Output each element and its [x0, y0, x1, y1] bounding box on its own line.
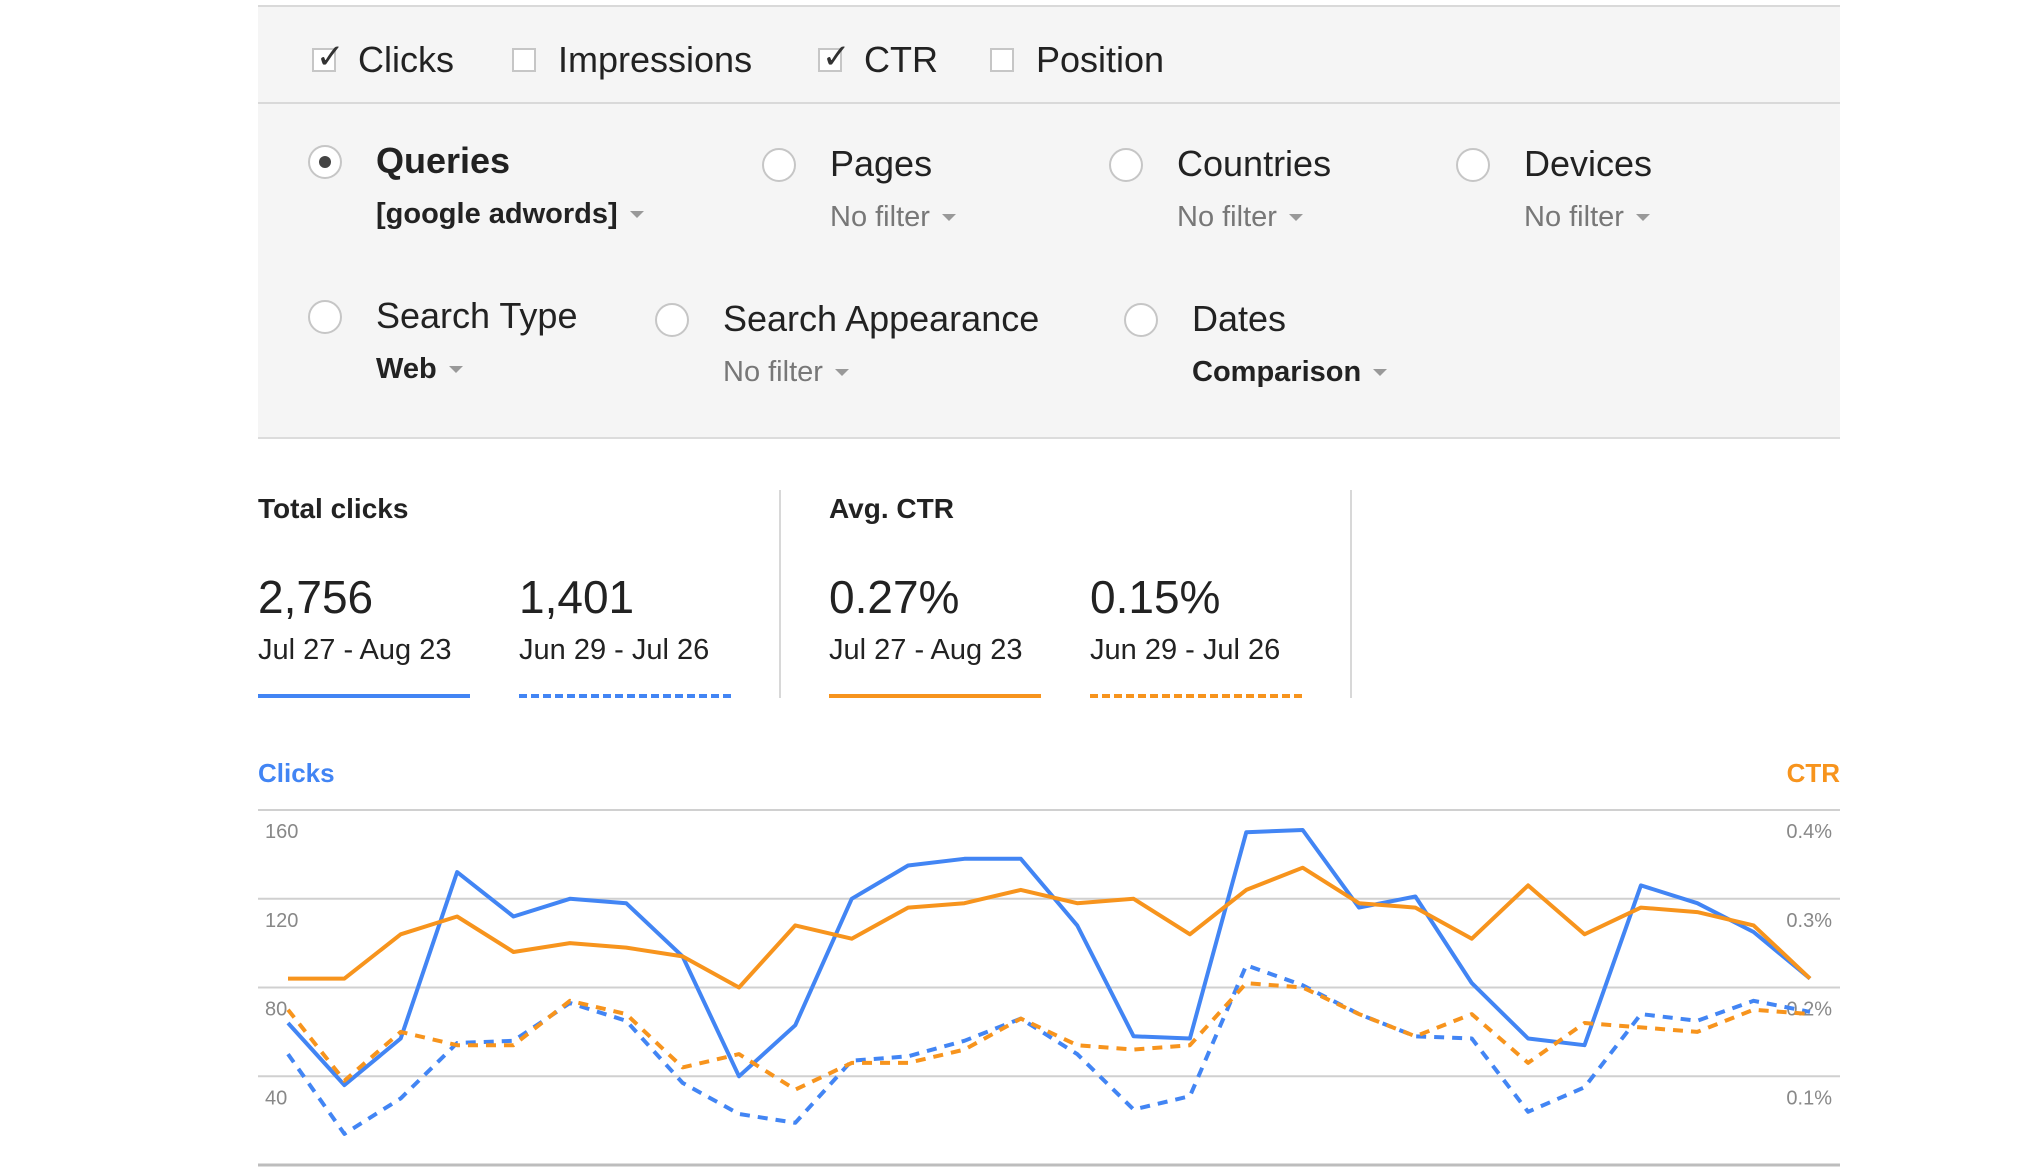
left-tick-label: 160 — [265, 821, 298, 843]
dimension-filter-dropdown[interactable]: No filter — [830, 201, 956, 234]
stat-date-range: Jun 29 - Jul 26 — [1090, 634, 1281, 666]
series-legend-dashed-orange — [1090, 694, 1302, 698]
filter-value: [google adwords] — [376, 198, 618, 230]
stat-date-range: Jun 29 - Jul 26 — [519, 634, 710, 666]
metric-ctr-checkbox[interactable]: ✓ CTR — [818, 35, 938, 85]
ctr-current-stat[interactable]: 0.27% Jul 27 - Aug 23 — [829, 571, 1041, 698]
radio-button[interactable] — [1109, 148, 1143, 182]
dimension-title: Dates — [1192, 298, 1287, 339]
series-line-clicks-jul-27-aug-23 — [286, 828, 1812, 1088]
radio-button[interactable] — [762, 148, 796, 182]
series-legend-solid-blue — [258, 694, 470, 698]
dimension-title: Queries — [376, 140, 511, 181]
caret-down-icon — [1288, 214, 1303, 221]
radio-button[interactable] — [308, 145, 342, 179]
left-tick-label: 40 — [265, 1087, 287, 1109]
series-legend-dashed-blue — [519, 694, 731, 698]
radio-button[interactable] — [1124, 303, 1158, 337]
right-tick-label: 0.3% — [1786, 910, 1832, 932]
right-axis-label: CTR — [1786, 758, 1840, 788]
radio-button[interactable] — [1456, 148, 1490, 182]
left-axis-label: Clicks — [258, 758, 335, 788]
filter-panel: ✓ Clicks Impressions ✓ CTR Position Quer… — [258, 5, 1840, 439]
filter-value: Web — [376, 353, 437, 385]
summary-divider — [779, 490, 781, 698]
caret-down-icon — [1635, 214, 1650, 221]
metric-label: CTR — [864, 39, 938, 80]
caret-down-icon — [448, 366, 463, 373]
metric-label: Clicks — [358, 39, 454, 80]
filter-value: Comparison — [1192, 356, 1362, 388]
series-line-ctr-jun-29-jul-26 — [286, 981, 1811, 1092]
metric-label: Position — [1036, 39, 1165, 80]
dimension-filter-dropdown[interactable]: No filter — [1524, 201, 1650, 234]
dimension-filter-dropdown[interactable]: [google adwords] — [376, 198, 644, 231]
dimension-filter-dropdown[interactable]: No filter — [1177, 201, 1303, 234]
avg-ctr-title: Avg. CTR — [829, 493, 954, 524]
filter-value: No filter — [1524, 201, 1624, 233]
caret-down-icon — [941, 214, 956, 221]
checkbox[interactable]: ✓ — [312, 40, 345, 74]
stat-value: 0.15% — [1090, 571, 1221, 623]
filter-value: No filter — [830, 201, 930, 233]
caret-down-icon — [629, 211, 644, 218]
dimension-title: Devices — [1524, 143, 1653, 184]
right-tick-label: 0.1% — [1786, 1087, 1832, 1109]
stat-value: 1,401 — [519, 571, 635, 623]
filter-value: No filter — [1177, 201, 1277, 233]
dimension-filter-dropdown[interactable]: Comparison — [1192, 356, 1388, 389]
radio-button[interactable] — [655, 303, 689, 337]
dimension-title: Search Appearance — [723, 298, 1040, 339]
dimension-title: Pages — [830, 143, 933, 184]
radio-selected-dot — [319, 156, 331, 168]
left-tick-label: 80 — [265, 999, 287, 1021]
stat-date-range: Jul 27 - Aug 23 — [258, 634, 452, 666]
dimension-filter-dropdown[interactable]: Web — [376, 353, 463, 386]
dimension-title: Search Type — [376, 295, 578, 336]
checkbox[interactable] — [990, 48, 1014, 72]
series-line-clicks-jun-29-jul-26 — [286, 963, 1811, 1136]
checkmark-icon: ✓ — [316, 37, 345, 77]
clicks-previous-stat[interactable]: 1,401 Jun 29 - Jul 26 — [519, 571, 731, 698]
checkbox[interactable]: ✓ — [818, 40, 851, 74]
stat-date-range: Jul 27 - Aug 23 — [829, 634, 1023, 666]
caret-down-icon — [834, 369, 849, 376]
stat-value: 0.27% — [829, 571, 960, 623]
dimension-filter-dropdown[interactable]: No filter — [723, 356, 849, 389]
dimension-title: Countries — [1177, 143, 1332, 184]
metric-impressions-checkbox[interactable]: Impressions — [512, 35, 752, 85]
left-tick-label: 120 — [265, 910, 298, 932]
stat-value: 2,756 — [258, 571, 374, 623]
checkbox[interactable] — [512, 48, 536, 72]
filter-value: No filter — [723, 356, 823, 388]
ctr-previous-stat[interactable]: 0.15% Jun 29 - Jul 26 — [1090, 571, 1302, 698]
caret-down-icon — [1373, 369, 1388, 376]
checkmark-icon: ✓ — [822, 37, 851, 77]
radio-button[interactable] — [308, 300, 342, 334]
clicks-current-stat[interactable]: 2,756 Jul 27 - Aug 23 — [258, 571, 470, 698]
metric-selector: ✓ Clicks Impressions ✓ CTR Position — [258, 7, 1840, 104]
right-tick-label: 0.4% — [1786, 821, 1832, 843]
series-line-ctr-jul-27-aug-23 — [288, 865, 1812, 990]
series-legend-solid-orange — [829, 694, 1041, 698]
total-clicks-title: Total clicks — [258, 493, 409, 524]
metric-label: Impressions — [558, 39, 753, 80]
metric-position-checkbox[interactable]: Position — [990, 35, 1164, 85]
metric-clicks-checkbox[interactable]: ✓ Clicks — [312, 35, 454, 85]
summary-divider — [1350, 490, 1352, 698]
